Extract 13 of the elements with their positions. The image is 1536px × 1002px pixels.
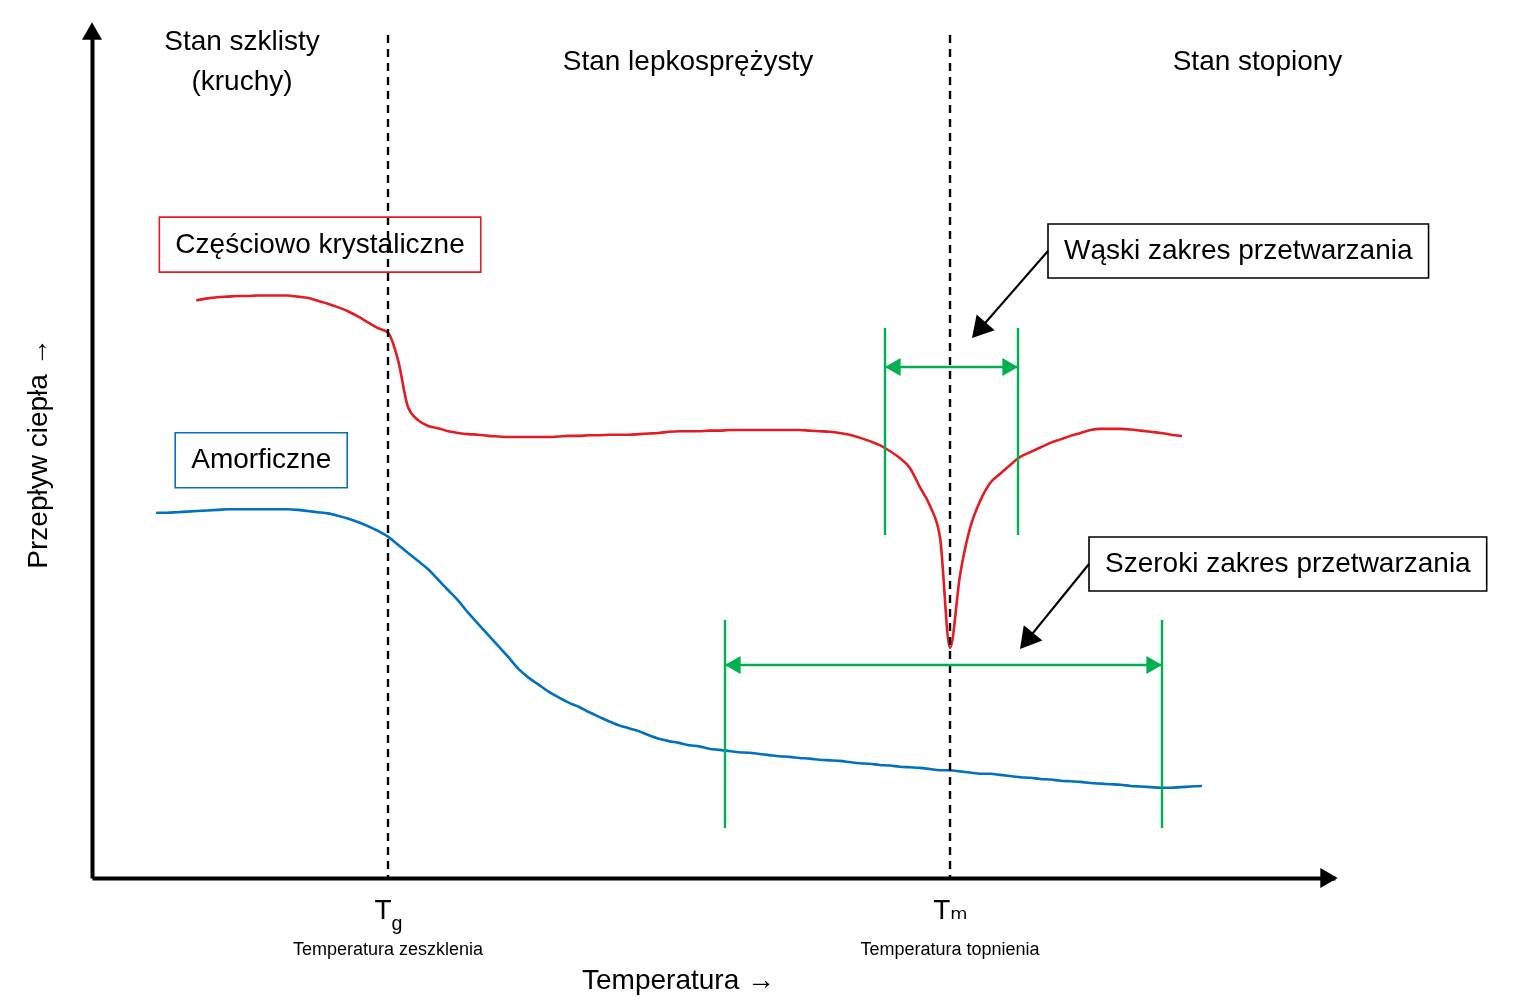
text: Stan lepkosprężysty bbox=[562, 45, 814, 76]
text: Stan stopiony bbox=[1172, 45, 1343, 76]
y-axis-title: Przepływ ciepła → bbox=[21, 338, 53, 569]
text: Stan szklisty (kruchy) bbox=[164, 25, 320, 96]
x-tick-label: Tₘ bbox=[933, 893, 968, 925]
x-axis-title: Temperatura → bbox=[582, 963, 775, 995]
text: Temperatura topnienia bbox=[860, 939, 1041, 959]
series-label: Częściowo krystaliczne bbox=[175, 227, 465, 259]
text: Wąski zakres przetwarzania bbox=[1064, 234, 1413, 265]
annotation: Szeroki zakres przetwarzania bbox=[1105, 547, 1472, 578]
text: Temperatura zeszklenia bbox=[292, 939, 485, 959]
series-label: Amorficzne bbox=[191, 443, 332, 475]
x-tick-label: T$_{g}$ bbox=[374, 893, 403, 934]
